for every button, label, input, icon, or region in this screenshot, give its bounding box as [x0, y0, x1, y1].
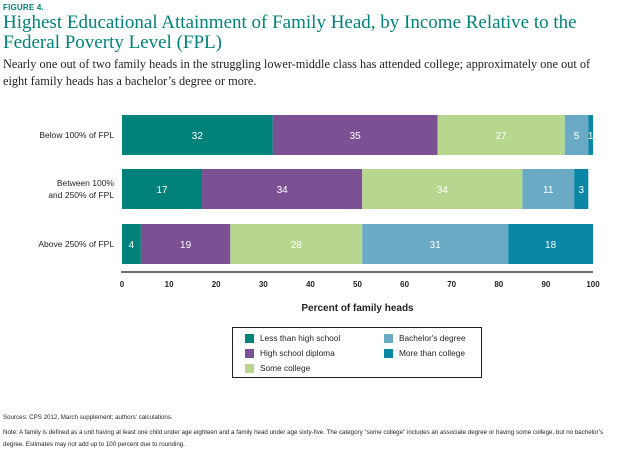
category-label: Between 100% [57, 178, 115, 188]
bar-segment [122, 115, 273, 155]
legend-label: Bachelor's degree [399, 333, 466, 343]
x-tick-label: 60 [400, 280, 409, 289]
bar-segment [574, 169, 589, 209]
data-label: 31 [430, 240, 442, 251]
x-tick-label: 50 [353, 280, 362, 289]
data-label: 19 [180, 240, 192, 251]
legend-swatch [384, 333, 393, 343]
legend-item-some-college: Some college [245, 363, 310, 373]
data-label: 17 [156, 185, 168, 196]
bar-segment [272, 115, 438, 155]
data-label: 5 [574, 131, 580, 142]
legend-label: More than college [399, 348, 465, 358]
x-tick-label: 70 [447, 280, 456, 289]
legend-item-more-than-college: More than college [384, 348, 465, 358]
bar-segment [588, 115, 593, 155]
x-tick-label: 20 [212, 280, 221, 289]
category-label: Below 100% of FPL [39, 130, 114, 140]
chart-subtitle: Nearly one out of two family heads in th… [3, 57, 591, 88]
x-tick-label: 0 [120, 280, 125, 289]
x-tick-label: 90 [541, 280, 550, 289]
data-label: 32 [192, 131, 204, 142]
bar-segment [202, 169, 363, 209]
x-tick-label: 30 [259, 280, 268, 289]
bar-segment [140, 224, 231, 264]
data-label: 34 [437, 185, 449, 196]
data-label: 27 [496, 131, 508, 142]
bar-segment [522, 169, 575, 209]
stacked-bar-chart: Below 100% of FPL Between 100% and 250% of… [38, 115, 600, 314]
legend-label: Some college [260, 363, 311, 373]
sources-text: Sources: CPS 2012, March supplement; aut… [3, 414, 173, 421]
legend-item-less-than-high-school: Less than high school [245, 333, 340, 343]
legend-item-bachelors-degree: Bachelor's degree [384, 333, 466, 343]
figure-label: FIGURE 4. [3, 3, 44, 12]
data-label: 28 [291, 240, 303, 251]
data-label: 4 [129, 240, 135, 251]
legend: Less than high school High school diplom… [232, 327, 482, 378]
legend-swatch [245, 333, 254, 343]
legend-label: Less than high school [260, 333, 341, 343]
x-tick-label: 100 [586, 280, 600, 289]
note-text: Note: A family is defined as a unit havi… [3, 429, 604, 448]
bar-segment [564, 115, 589, 155]
bar-segment [362, 224, 509, 264]
x-axis-label: Percent of family heads [301, 303, 414, 314]
x-tick-label: 10 [165, 280, 174, 289]
bar-segment [230, 224, 363, 264]
bar-segment [122, 224, 141, 264]
bar-segment [508, 224, 593, 264]
bar-segment [362, 169, 523, 209]
bar-segment [122, 169, 203, 209]
data-label: 34 [277, 185, 289, 196]
legend-swatch [245, 348, 254, 358]
data-label: 1 [588, 131, 594, 142]
x-tick-label: 80 [494, 280, 503, 289]
legend-item-high-school-diploma: High school diploma [245, 348, 335, 358]
x-tick-label: 40 [306, 280, 315, 289]
chart-title: Highest Educational Attainment of Family… [3, 12, 577, 53]
legend-swatch [384, 348, 393, 358]
data-label: 3 [578, 185, 584, 196]
data-label: 11 [543, 185, 554, 196]
legend-swatch [245, 363, 254, 373]
data-label: 18 [545, 240, 557, 251]
bar-segment [437, 115, 565, 155]
data-label: 35 [350, 131, 362, 142]
category-label: Above 250% of FPL [38, 239, 114, 249]
category-label: and 250% of FPL [48, 190, 114, 200]
legend-label: High school diploma [260, 348, 335, 358]
